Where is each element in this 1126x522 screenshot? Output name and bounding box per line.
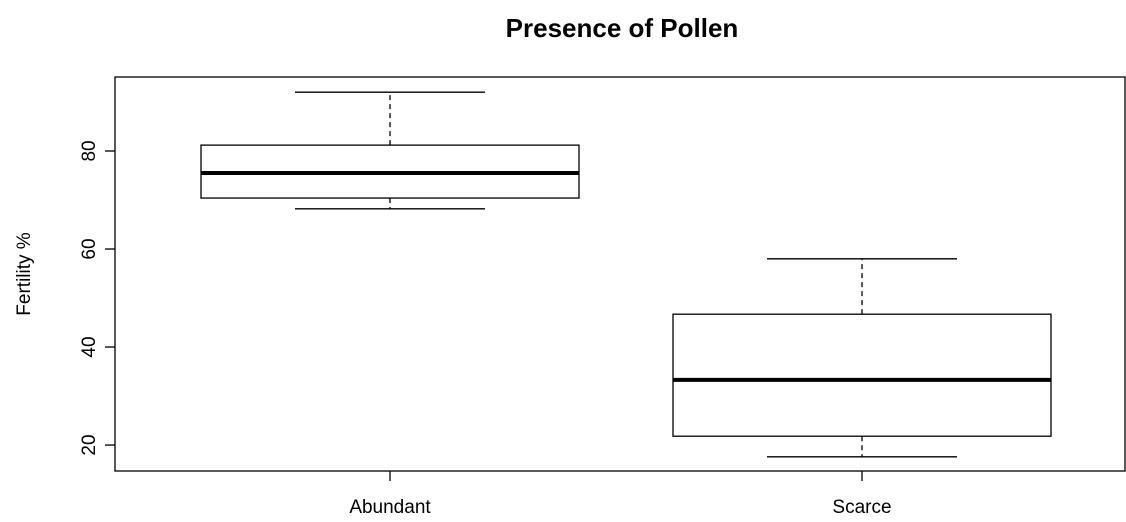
x-tick-label: Abundant [349,497,431,518]
y-tick-label: 80 [79,140,100,161]
y-tick-label: 60 [79,238,100,259]
y-tick-label: 40 [79,336,100,357]
y-axis-label: Fertility % [14,232,35,316]
y-tick-label: 20 [79,434,100,455]
plot-frame [114,76,1126,472]
box [672,313,1052,437]
chart-title: Presence of Pollen [506,13,739,43]
x-tick-label: Scarce [832,497,891,518]
